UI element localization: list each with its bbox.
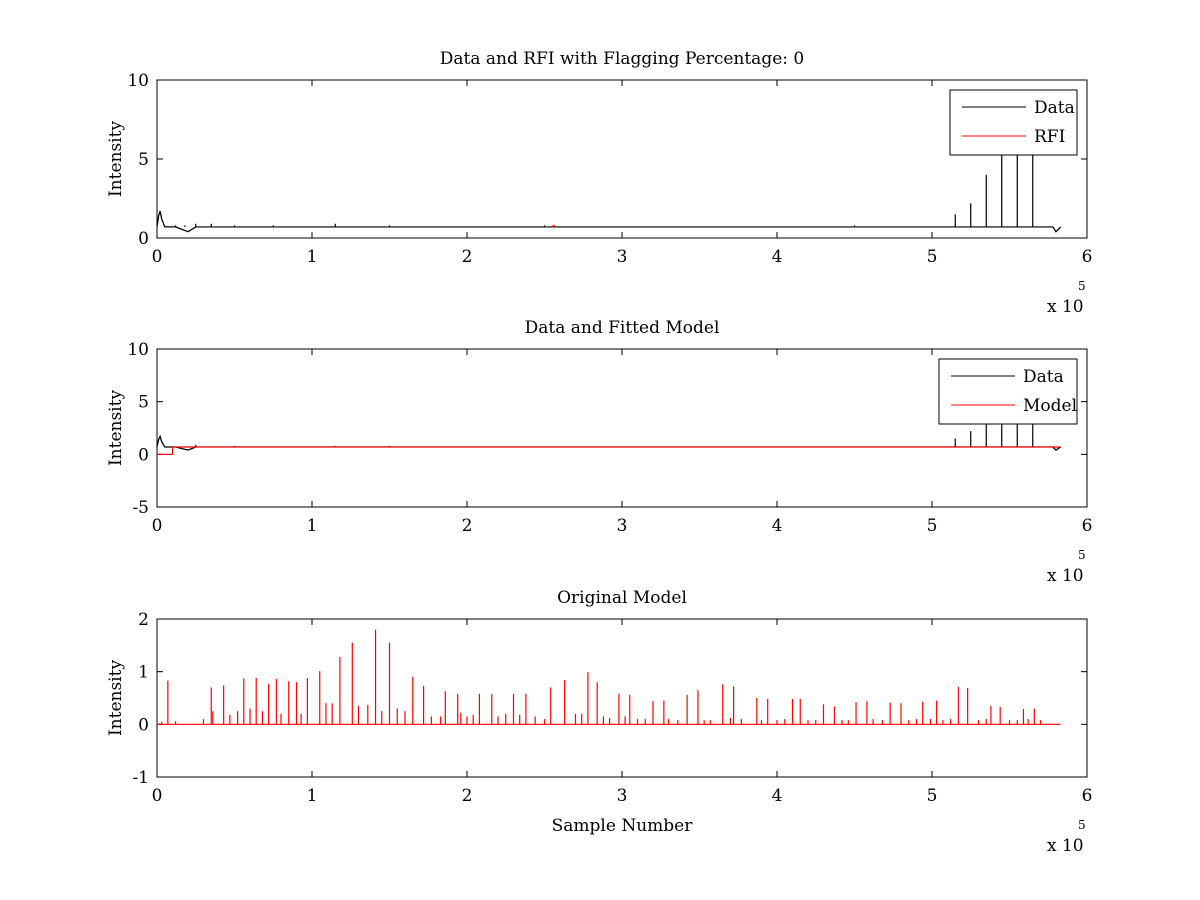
x-tick-label: 6	[1082, 247, 1093, 267]
legend: Data Model	[938, 358, 1078, 425]
y-tick-label: 0	[138, 715, 149, 735]
y-tick-label: 10	[127, 71, 149, 91]
legend-label: Model	[1023, 396, 1077, 416]
x-tick-label: 3	[617, 247, 628, 267]
series-end-curve	[1052, 446, 1062, 451]
x-tick-label: 0	[152, 516, 163, 536]
x-multiplier-text: x 10	[1047, 566, 1084, 586]
y-tick-label: 10	[127, 340, 149, 360]
x-tick-label: 5	[927, 786, 938, 806]
y-tick-label: 5	[138, 150, 149, 170]
x-exponent-label: x 10 5	[1047, 548, 1086, 586]
x-tick-label: 1	[307, 247, 318, 267]
x-multiplier-text: x 10	[1047, 297, 1084, 317]
series-model	[157, 629, 1061, 725]
legend-label: Data	[1034, 98, 1075, 118]
x-tick-label: 0	[152, 786, 163, 806]
x-tick-label: 6	[1082, 786, 1093, 806]
x-tick-label: 2	[462, 247, 473, 267]
axes-frame	[156, 79, 1088, 239]
chart-title: Data and RFI with Flagging Percentage: 0	[440, 49, 804, 69]
x-tick-label: 1	[307, 516, 318, 536]
x-tick-label: 2	[462, 516, 473, 536]
chart-title: Data and Fitted Model	[525, 318, 720, 338]
x-tick-label: 5	[927, 247, 938, 267]
x-axis-label: Sample Number	[552, 816, 694, 836]
legend-box	[949, 89, 1078, 156]
x-tick-label: 2	[462, 786, 473, 806]
legend-box	[938, 358, 1078, 425]
x-multiplier-exponent: 5	[1078, 548, 1086, 562]
series-startup-curve	[157, 210, 197, 233]
y-axis-label: Intensity	[106, 390, 126, 466]
x-tick-label: 3	[617, 786, 628, 806]
series-model	[157, 446, 1061, 455]
y-tick-label: 2	[138, 610, 149, 630]
x-multiplier-exponent: 5	[1078, 279, 1086, 293]
plot-area	[157, 151, 1062, 233]
y-tick-label: 0	[138, 229, 149, 249]
y-tick-label: -1	[132, 768, 149, 788]
x-tick-label: 6	[1082, 516, 1093, 536]
x-tick-label: 1	[307, 786, 318, 806]
y-tick-label: 5	[138, 393, 149, 413]
legend: Data RFI	[949, 89, 1078, 156]
y-axis-label: Intensity	[106, 660, 126, 736]
legend-label: RFI	[1034, 127, 1065, 147]
y-tick-label: -5	[132, 498, 149, 518]
series-line	[157, 446, 1061, 455]
plot-area	[157, 629, 1061, 725]
chart-panel-1: Data and RFI with Flagging Percentage: 0…	[106, 49, 1092, 317]
x-tick-label: 0	[152, 247, 163, 267]
legend-label: Data	[1023, 367, 1064, 387]
series-rfi	[551, 224, 556, 228]
series-data	[157, 151, 1062, 233]
series-end-curve	[1052, 226, 1062, 233]
y-axis-label: Intensity	[106, 121, 126, 197]
y-tick-label: 1	[138, 663, 149, 683]
x-tick-label: 3	[617, 516, 628, 536]
x-exponent-label: x 10 5	[1047, 818, 1086, 856]
x-multiplier-exponent: 5	[1078, 818, 1086, 832]
x-tick-label: 4	[772, 247, 783, 267]
y-tick-label: 0	[138, 445, 149, 465]
axes-frame	[156, 618, 1088, 778]
x-tick-label: 4	[772, 516, 783, 536]
series-startup-curve	[157, 434, 197, 451]
series-line	[551, 224, 556, 228]
x-tick-label: 4	[772, 786, 783, 806]
x-tick-label: 5	[927, 516, 938, 536]
chart-title: Original Model	[557, 588, 687, 608]
x-exponent-label: x 10 5	[1047, 279, 1086, 317]
x-multiplier-text: x 10	[1047, 836, 1084, 856]
